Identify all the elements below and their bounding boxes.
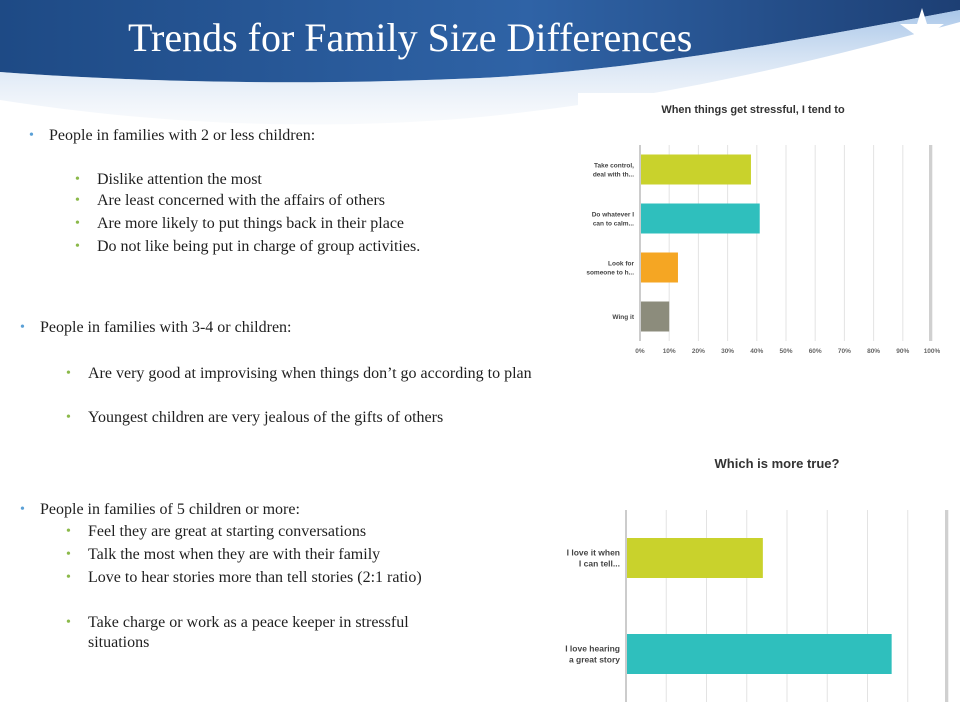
tick-label: 10% — [663, 348, 676, 355]
tick-label: 0% — [635, 348, 645, 355]
chart-title: Which is more true? — [715, 456, 840, 471]
bar — [627, 538, 763, 578]
bar — [641, 155, 751, 185]
list-item-text: Talk the most when they are with their f… — [88, 546, 380, 563]
list-item: • Take charge or work as a peace keeper … — [88, 613, 438, 653]
bar — [641, 302, 669, 332]
bar — [627, 634, 892, 674]
section-heading-text: People in families with 3-4 or children: — [40, 319, 292, 336]
category-label: Look for — [608, 260, 634, 267]
tick-label: 40% — [750, 348, 763, 355]
list-item: • Are least concerned with the affairs o… — [97, 191, 385, 211]
list-item-text: Do not like being put in charge of group… — [97, 238, 420, 255]
tick-label: 80% — [867, 348, 880, 355]
list-item: • Love to hear stories more than tell st… — [88, 568, 468, 588]
tick-label: 90% — [896, 348, 909, 355]
list-item-text: Youngest children are very jealous of th… — [88, 409, 443, 426]
category-label: can to calm... — [593, 220, 634, 227]
list-item-text: Dislike attention the most — [97, 171, 262, 188]
category-label: a great story — [569, 654, 620, 664]
list-item-text: Feel they are great at starting conversa… — [88, 523, 366, 540]
bullet-icon: • — [20, 318, 25, 338]
bullet-icon: • — [20, 500, 25, 520]
chart-title: When things get stressful, I tend to — [661, 104, 845, 116]
chart-scrollbar — [929, 145, 932, 341]
bar — [641, 204, 760, 234]
tick-label: 70% — [838, 348, 851, 355]
list-item-text: Take charge or work as a peace keeper in… — [88, 614, 409, 651]
list-item: • Are more likely to put things back in … — [97, 214, 404, 234]
bar — [641, 253, 678, 283]
section-heading: • People in families with 2 or less chil… — [49, 126, 315, 146]
category-label: Wing it — [612, 314, 634, 321]
section-heading: • People in families with 3-4 or childre… — [40, 318, 292, 338]
list-item: • Dislike attention the most — [97, 170, 262, 190]
bullet-icon: • — [66, 613, 71, 633]
which-true-bar-chart: Which is more true?0%10%20%30%40%50%60%7… — [555, 440, 960, 710]
list-item-text: Love to hear stories more than tell stor… — [88, 569, 422, 586]
bullet-icon: • — [66, 364, 71, 384]
bullet-icon: • — [66, 408, 71, 428]
tick-label: 30% — [721, 348, 734, 355]
list-item: • Youngest children are very jealous of … — [88, 408, 443, 428]
category-label: someone to h... — [586, 269, 634, 276]
bullet-icon: • — [75, 170, 80, 190]
list-item: • Talk the most when they are with their… — [88, 545, 380, 565]
tick-label: 60% — [809, 348, 822, 355]
stress-bar-chart: When things get stressful, I tend to 0% 10… — [578, 93, 940, 365]
bullet-icon: • — [75, 191, 80, 211]
section-heading-text: People in families of 5 children or more… — [40, 501, 300, 518]
bullet-icon: • — [66, 568, 71, 588]
section-heading: • People in families of 5 children or mo… — [40, 500, 300, 520]
category-label: deal with th... — [593, 171, 634, 178]
bullet-icon: • — [66, 522, 71, 542]
true-chart-panel: Which is more true?0%10%20%30%40%50%60%7… — [555, 440, 960, 710]
star-icon — [898, 6, 946, 54]
bullet-icon: • — [29, 126, 34, 146]
list-item: • Feel they are great at starting conver… — [88, 522, 366, 542]
category-label: I love it when — [567, 547, 620, 557]
tick-label: 20% — [692, 348, 705, 355]
category-label: Take control, — [594, 162, 634, 169]
stress-chart-panel: When things get stressful, I tend to 0% 10… — [578, 93, 940, 365]
list-item: • Do not like being put in charge of gro… — [97, 237, 420, 257]
list-item-text: Are very good at improvising when things… — [88, 365, 532, 382]
list-item-text: Are least concerned with the affairs of … — [97, 192, 385, 209]
section-heading-text: People in families with 2 or less childr… — [49, 127, 315, 144]
tick-label: 50% — [779, 348, 792, 355]
bullet-icon: • — [66, 545, 71, 565]
bullet-icon: • — [75, 214, 80, 234]
category-label: Do whatever I — [592, 211, 634, 218]
list-item: • Are very good at improvising when thin… — [88, 364, 600, 384]
category-label: I can tell... — [579, 558, 620, 568]
slide-title: Trends for Family Size Differences — [128, 14, 692, 61]
chart-scrollbar — [945, 510, 948, 702]
list-item-text: Are more likely to put things back in th… — [97, 215, 404, 232]
category-label: I love hearing — [565, 643, 620, 653]
tick-label: 100% — [924, 348, 940, 355]
bullet-icon: • — [75, 237, 80, 257]
